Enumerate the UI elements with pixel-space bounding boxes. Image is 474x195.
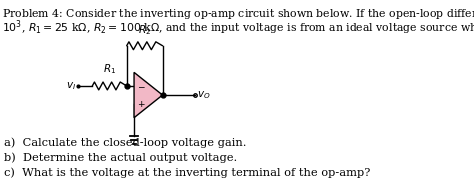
Text: Problem 4: Consider the inverting op-amp circuit shown below. If the open-loop d: Problem 4: Consider the inverting op-amp… [2, 7, 474, 21]
Text: $v_O$: $v_O$ [197, 89, 210, 101]
Text: $v_I$: $v_I$ [66, 80, 77, 92]
Text: b)  Determine the actual output voltage.: b) Determine the actual output voltage. [4, 152, 237, 163]
Text: $+$: $+$ [137, 99, 146, 109]
Text: $10^3$, $R_1 = 25$ k$\Omega$, $R_2 = 100$ k$\Omega$, and the input voltage is fr: $10^3$, $R_1 = 25$ k$\Omega$, $R_2 = 100… [2, 18, 474, 37]
Text: c)  What is the voltage at the inverting terminal of the op-amp?: c) What is the voltage at the inverting … [4, 167, 370, 178]
Text: a)  Calculate the closed-loop voltage gain.: a) Calculate the closed-loop voltage gai… [4, 137, 246, 148]
Text: $-$: $-$ [137, 82, 146, 90]
Text: $R_1$: $R_1$ [103, 62, 116, 76]
Text: $R_2$: $R_2$ [138, 23, 151, 37]
Polygon shape [134, 72, 163, 118]
